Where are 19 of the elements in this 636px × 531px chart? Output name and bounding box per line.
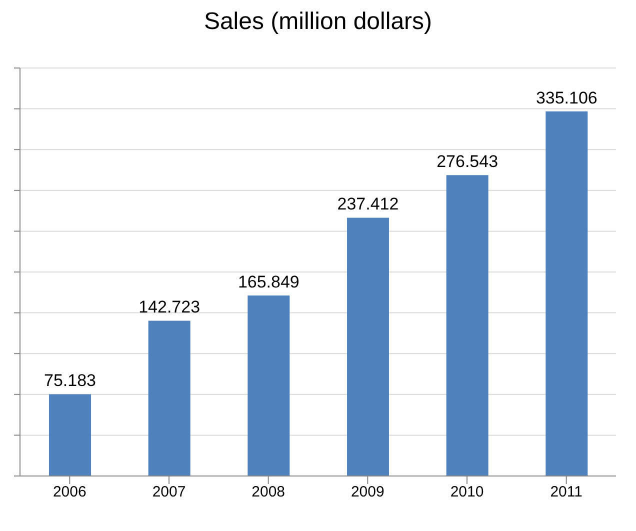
x-tick-label: 2011 bbox=[550, 484, 582, 501]
data-label: 165.849 bbox=[238, 272, 300, 292]
bar bbox=[347, 218, 389, 476]
x-tick-label: 2008 bbox=[252, 484, 286, 501]
x-tick-label: 2007 bbox=[152, 484, 186, 501]
bar bbox=[49, 394, 91, 476]
bar bbox=[248, 296, 290, 476]
data-label: 75.183 bbox=[44, 371, 96, 390]
bar bbox=[148, 320, 190, 476]
data-label: 335.106 bbox=[536, 88, 598, 108]
data-label: 142.723 bbox=[138, 298, 200, 317]
bar bbox=[446, 175, 488, 476]
x-tick-label: 2010 bbox=[450, 484, 484, 501]
x-tick-label: 2009 bbox=[350, 484, 384, 501]
x-tick-label: 2006 bbox=[52, 484, 86, 501]
data-label: 276.543 bbox=[436, 152, 498, 172]
chart-title: Sales (million dollars) bbox=[202, 8, 434, 37]
data-label: 237.412 bbox=[337, 194, 399, 214]
bar bbox=[546, 111, 588, 476]
